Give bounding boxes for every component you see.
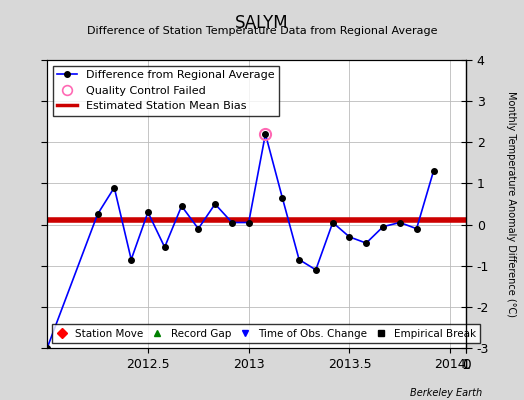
Y-axis label: Monthly Temperature Anomaly Difference (°C): Monthly Temperature Anomaly Difference (…: [506, 91, 516, 317]
Text: Berkeley Earth: Berkeley Earth: [410, 388, 482, 398]
Text: SALYM: SALYM: [235, 14, 289, 32]
Legend: Station Move, Record Gap, Time of Obs. Change, Empirical Break: Station Move, Record Gap, Time of Obs. C…: [52, 324, 481, 343]
Text: Difference of Station Temperature Data from Regional Average: Difference of Station Temperature Data f…: [87, 26, 437, 36]
